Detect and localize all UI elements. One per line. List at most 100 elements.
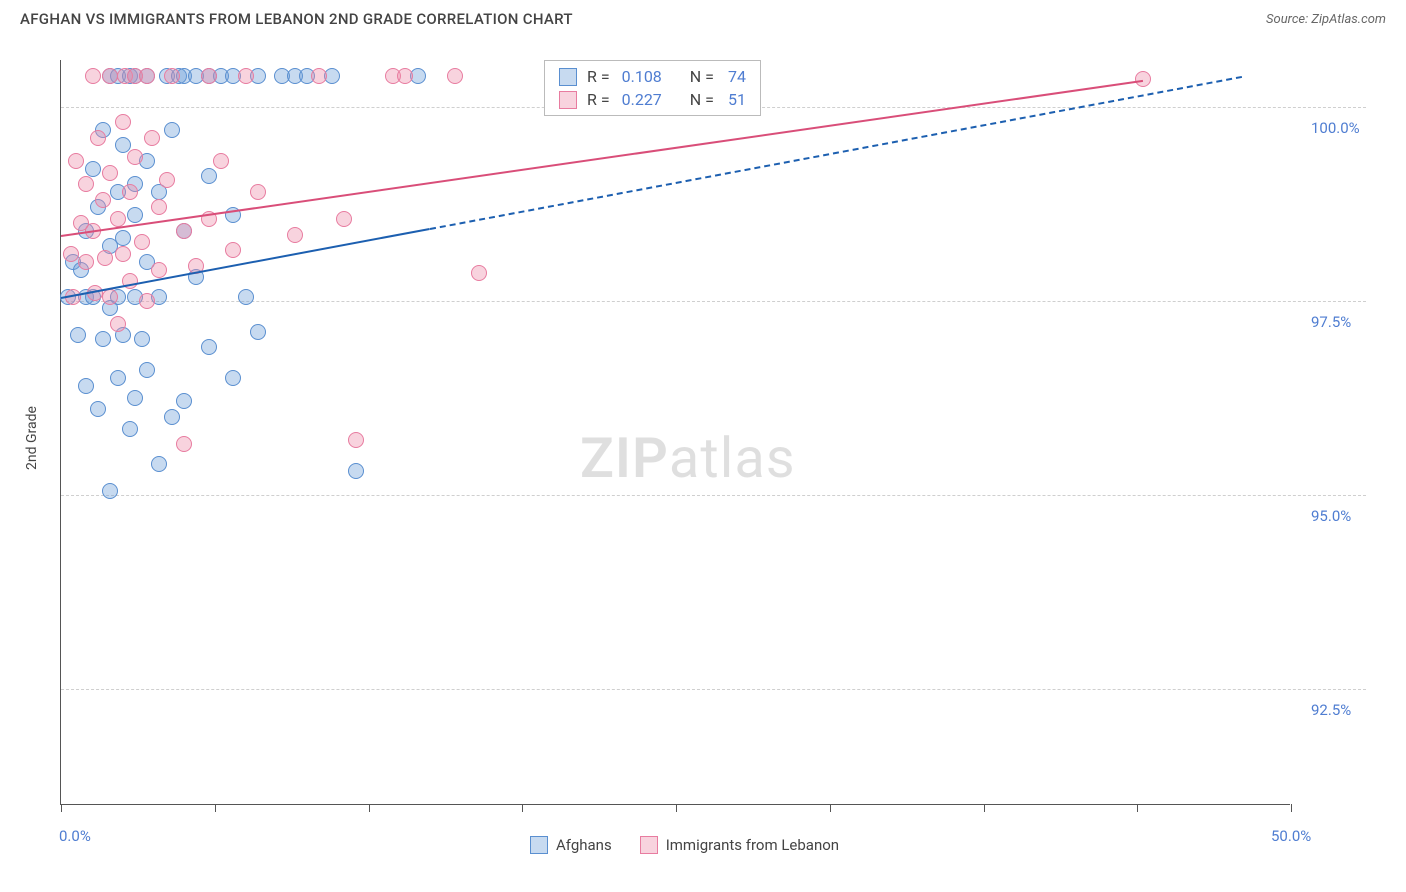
data-point [97,250,113,266]
legend-label: Immigrants from Lebanon [666,836,839,854]
stat-r-value: 0.108 [622,67,662,86]
chart-title: AFGHAN VS IMMIGRANTS FROM LEBANON 2ND GR… [20,10,573,28]
y-axis-title: 2nd Grade [24,406,40,470]
data-point [90,401,106,417]
stats-legend-box: R = 0.108 N = 74 R = 0.227 N = 51 [544,60,761,116]
x-tick [830,804,831,812]
data-point [127,149,143,165]
data-point [115,230,131,246]
stat-n-label: N = [690,67,714,86]
data-point [63,246,79,262]
data-point [68,153,84,169]
data-point [201,68,217,84]
data-point [238,289,254,305]
data-point [144,130,160,146]
data-point [78,176,94,192]
data-point [348,432,364,448]
data-point [122,184,138,200]
legend-item: Immigrants from Lebanon [640,836,839,854]
data-point [225,242,241,258]
data-point [90,130,106,146]
bottom-legend: Afghans Immigrants from Lebanon [530,836,839,854]
data-point [336,211,352,227]
data-point [201,168,217,184]
data-point [151,199,167,215]
stats-row: R = 0.108 N = 74 [545,65,760,88]
chart-container: 2nd Grade 92.5%95.0%97.5%100.0%0.0%50.0%… [20,40,1386,840]
data-point [151,456,167,472]
y-tick-label: 95.0% [1311,507,1391,525]
legend-label: Afghans [556,836,612,854]
data-point [159,172,175,188]
data-point [176,436,192,452]
source-label: Source: ZipAtlas.com [1266,12,1386,27]
data-point [110,370,126,386]
x-tick [61,804,62,812]
stat-r-value: 0.227 [622,90,662,109]
stat-r-label: R = [587,90,610,109]
x-tick [1137,804,1138,812]
data-point [397,68,413,84]
data-point [134,331,150,347]
data-point [139,362,155,378]
grid-line [61,301,1366,302]
data-point [151,262,167,278]
data-point [176,223,192,239]
data-point [225,370,241,386]
y-tick-label: 100.0% [1311,119,1391,137]
data-point [176,393,192,409]
x-tick [984,804,985,812]
legend-swatch [559,68,577,86]
data-point [447,68,463,84]
data-point [78,254,94,270]
data-point [70,327,86,343]
data-point [213,153,229,169]
legend-swatch [559,91,577,109]
data-point [127,390,143,406]
data-point [1135,71,1151,87]
grid-line [61,495,1366,496]
data-point [201,339,217,355]
y-tick-label: 92.5% [1311,701,1391,719]
data-point [311,68,327,84]
data-point [115,114,131,130]
legend-swatch [640,836,658,854]
data-point [95,192,111,208]
stat-n-value: 51 [728,90,746,109]
data-point [110,316,126,332]
data-point [139,68,155,84]
data-point [110,211,126,227]
x-tick [522,804,523,812]
grid-line [61,689,1366,690]
stat-n-value: 74 [728,67,746,86]
data-point [164,122,180,138]
data-point [250,324,266,340]
data-point [139,293,155,309]
data-point [164,68,180,84]
stat-n-label: N = [690,90,714,109]
data-point [78,378,94,394]
data-point [127,207,143,223]
data-point [115,246,131,262]
data-point [250,184,266,200]
x-tick-label: 0.0% [59,827,91,845]
data-point [134,234,150,250]
y-tick-label: 97.5% [1311,313,1391,331]
x-tick [369,804,370,812]
data-point [102,289,118,305]
data-point [287,227,303,243]
legend-item: Afghans [530,836,612,854]
x-tick-label: 50.0% [1271,827,1311,845]
data-point [122,421,138,437]
data-point [95,331,111,347]
plot-area: 92.5%95.0%97.5%100.0%0.0%50.0% [60,60,1290,805]
data-point [471,265,487,281]
data-point [164,409,180,425]
x-tick [215,804,216,812]
x-tick [1291,804,1292,812]
stats-row: R = 0.227 N = 51 [545,88,760,111]
x-tick [676,804,677,812]
data-point [85,161,101,177]
data-point [102,68,118,84]
stat-r-label: R = [587,67,610,86]
